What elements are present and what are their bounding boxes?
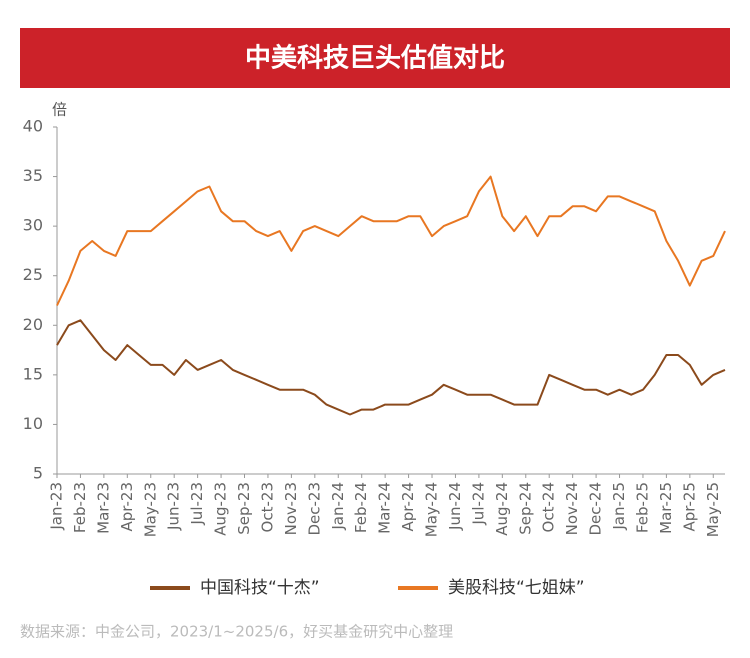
x-tick-label: Jun-23 [165, 482, 183, 531]
x-tick-label: Feb-23 [71, 482, 89, 533]
chart-title: 中美科技巨头估值对比 [245, 43, 505, 74]
x-tick-label: Oct-24 [540, 482, 558, 532]
x-tick-label: Sep-24 [516, 482, 534, 535]
legend-label: 美股科技“七姐妹” [448, 578, 585, 598]
legend-label: 中国科技“十杰” [200, 578, 320, 598]
y-tick-label: 40 [23, 117, 43, 136]
x-tick-label: Jan-23 [48, 482, 66, 531]
y-tick-label: 15 [23, 364, 43, 383]
x-tick-label: Feb-24 [352, 482, 370, 533]
x-tick-label: Aug-23 [212, 482, 230, 536]
x-tick-label: Aug-24 [493, 482, 511, 536]
x-tick-label: Dec-24 [587, 482, 605, 536]
x-tick-label: Apr-23 [118, 482, 136, 532]
x-tick-label: Jan-25 [610, 482, 628, 531]
x-tick-label: Jul-24 [469, 482, 487, 526]
x-tick-label: Dec-23 [305, 482, 323, 536]
x-tick-label: Feb-25 [633, 482, 651, 533]
x-tick-label: Jul-23 [188, 482, 206, 526]
source-note: 数据来源：中金公司，2023/1~2025/6，好买基金研究中心整理 [20, 623, 453, 641]
y-tick-label: 30 [23, 216, 43, 235]
x-tick-label: Sep-23 [235, 482, 253, 535]
x-tick-label: May-25 [704, 482, 722, 537]
series-line [56, 175, 726, 306]
x-tick-label: May-24 [423, 482, 441, 537]
y-tick-label: 10 [23, 414, 43, 433]
x-tick-label: Nov-23 [282, 482, 300, 535]
title-bar [20, 28, 730, 88]
x-tick-label: Mar-24 [376, 482, 394, 534]
x-tick-label: Mar-23 [94, 482, 112, 534]
y-tick-label: 5 [33, 464, 43, 483]
x-tick-label: Jan-24 [329, 482, 347, 531]
x-tick-label: May-23 [141, 482, 159, 537]
y-tick-label: 25 [23, 265, 43, 284]
x-tick-label: Apr-25 [680, 482, 698, 532]
x-tick-label: Jun-24 [446, 482, 464, 531]
x-tick-label: Nov-24 [563, 482, 581, 535]
y-tick-label: 35 [23, 166, 43, 185]
y-tick-label: 20 [23, 315, 43, 334]
series-line [56, 319, 726, 416]
x-tick-label: Oct-23 [258, 482, 276, 532]
y-axis-label: 倍 [52, 101, 67, 119]
x-tick-label: Apr-24 [399, 482, 417, 532]
x-tick-label: Mar-25 [657, 482, 675, 534]
